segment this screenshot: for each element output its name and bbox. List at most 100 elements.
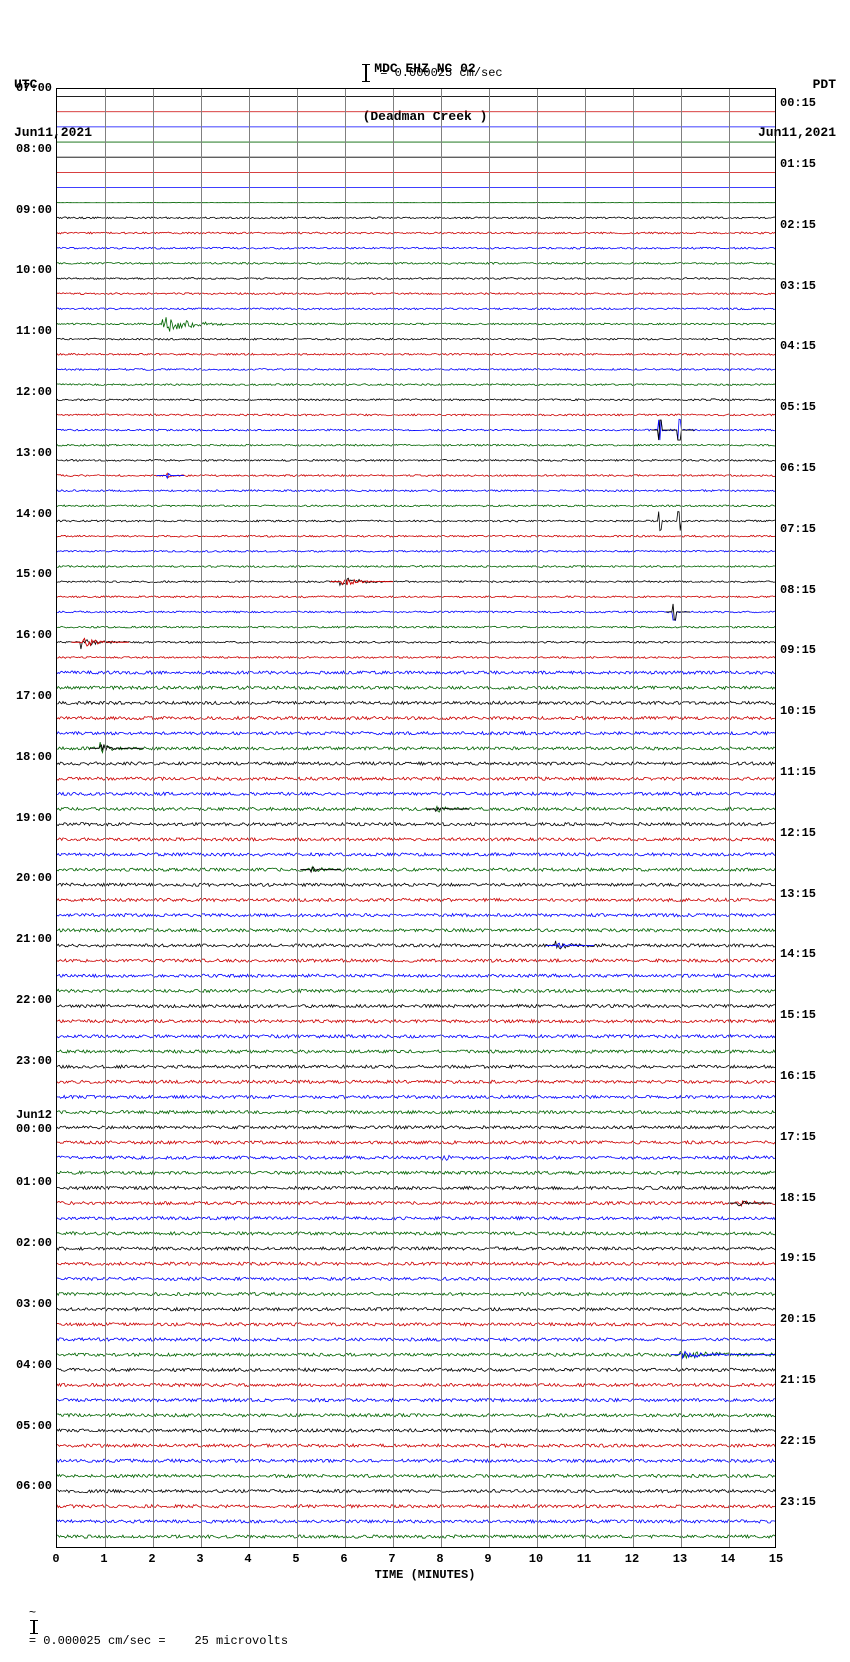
utc-time-label: 07:00 [2, 81, 52, 95]
pdt-time-label: 22:15 [780, 1434, 840, 1448]
x-tick-label: 4 [244, 1552, 251, 1566]
seismic-trace [57, 338, 775, 340]
pdt-time-label: 02:15 [780, 218, 840, 232]
x-tick-label: 7 [388, 1552, 395, 1566]
seismic-event [300, 867, 341, 872]
pdt-time-label: 13:15 [780, 887, 840, 901]
seismic-trace [57, 1444, 775, 1447]
seismic-trace [57, 1338, 775, 1341]
seismic-trace [57, 1489, 775, 1492]
seismic-trace [57, 566, 775, 568]
seismic-trace [57, 959, 775, 962]
seismic-trace [57, 762, 775, 765]
pdt-time-label: 11:15 [780, 765, 840, 779]
utc-time-label: 20:00 [2, 871, 52, 885]
footnote: ~ = 0.000025 cm/sec = 25 microvolts [0, 1592, 288, 1662]
utc-time-label: Jun1200:00 [2, 1108, 52, 1136]
grid-line [729, 89, 730, 1547]
seismic-trace [57, 1186, 775, 1189]
utc-time-label: 16:00 [2, 628, 52, 642]
pdt-time-label: 19:15 [780, 1251, 840, 1265]
pdt-time-label: 20:15 [780, 1312, 840, 1326]
seismic-trace [57, 1020, 775, 1023]
grid-line [537, 89, 538, 1547]
plot-area [56, 88, 776, 1548]
seismic-trace [57, 293, 775, 295]
seismic-trace [57, 1535, 775, 1538]
seismic-trace [57, 353, 775, 355]
seismic-trace [57, 1004, 775, 1007]
utc-time-label: 12:00 [2, 385, 52, 399]
seismic-trace [57, 247, 775, 249]
seismic-trace [57, 578, 775, 585]
seismic-trace [57, 701, 775, 704]
seismic-event [728, 1201, 771, 1206]
utc-time-label: 05:00 [2, 1419, 52, 1433]
seismic-trace [57, 444, 775, 446]
x-tick-label: 14 [721, 1552, 735, 1566]
seismic-trace [57, 1155, 775, 1160]
x-axis-title: TIME (MINUTES) [0, 1568, 850, 1582]
seismic-trace [57, 1414, 775, 1417]
scale-text: = 0.000025 cm/sec [380, 66, 502, 80]
seismic-trace [57, 853, 775, 856]
scale-bar-icon [365, 64, 367, 82]
seismic-trace [57, 1232, 775, 1235]
pdt-time-label: 16:15 [780, 1069, 840, 1083]
seismic-trace [57, 1080, 775, 1083]
utc-time-label: 09:00 [2, 203, 52, 217]
utc-time-label: 13:00 [2, 446, 52, 460]
pdt-time-label: 18:15 [780, 1191, 840, 1205]
utc-time-label: 17:00 [2, 689, 52, 703]
seismic-trace [57, 1111, 775, 1114]
utc-time-label: 23:00 [2, 1054, 52, 1068]
grid-line [201, 89, 202, 1547]
seismic-trace [57, 384, 775, 386]
seismic-trace [57, 732, 775, 735]
seismic-trace [57, 1201, 775, 1206]
seismic-trace [57, 1247, 775, 1250]
pdt-time-label: 12:15 [780, 826, 840, 840]
seismic-trace [57, 232, 775, 234]
seismic-trace [57, 1368, 775, 1371]
footnote-text: = 0.000025 cm/sec = 25 microvolts [29, 1634, 288, 1648]
seismic-trace [57, 806, 775, 812]
pdt-time-label: 09:15 [780, 643, 840, 657]
seismic-trace [57, 657, 775, 659]
seismic-trace [57, 823, 775, 826]
seismic-trace [57, 671, 775, 674]
seismic-trace [57, 898, 775, 901]
grid-line [297, 89, 298, 1547]
seismogram-figure: MDC EHZ NC 02 (Deadman Creek ) UTC Jun11… [0, 0, 850, 1613]
x-tick-label: 8 [436, 1552, 443, 1566]
pdt-time-label: 04:15 [780, 339, 840, 353]
pdt-time-label: 07:15 [780, 522, 840, 536]
seismic-trace [57, 792, 775, 795]
pdt-time-label: 05:15 [780, 400, 840, 414]
utc-time-label: 03:00 [2, 1297, 52, 1311]
seismic-trace [57, 1035, 775, 1038]
foot-scale-bar-icon [33, 1620, 35, 1634]
seismic-trace [57, 308, 775, 310]
utc-time-label: 10:00 [2, 263, 52, 277]
seismic-trace [57, 262, 775, 264]
grid-line [441, 89, 442, 1547]
x-tick-label: 5 [292, 1552, 299, 1566]
x-tick-label: 15 [769, 1552, 783, 1566]
utc-time-label: 11:00 [2, 324, 52, 338]
seismic-trace [57, 217, 775, 219]
utc-time-label: 01:00 [2, 1175, 52, 1189]
x-tick-label: 12 [625, 1552, 639, 1566]
pdt-time-label: 23:15 [780, 1495, 840, 1509]
seismic-trace [57, 867, 775, 872]
seismic-trace [57, 941, 775, 949]
amplitude-scale: = 0.000025 cm/sec [365, 64, 503, 82]
seismic-trace [57, 640, 775, 649]
pdt-time-label: 21:15 [780, 1373, 840, 1387]
seismic-trace [57, 1141, 775, 1144]
x-tick-label: 2 [148, 1552, 155, 1566]
grid-line [681, 89, 682, 1547]
seismic-trace [57, 686, 775, 689]
seismic-trace [57, 459, 775, 461]
seismic-trace [57, 883, 775, 886]
